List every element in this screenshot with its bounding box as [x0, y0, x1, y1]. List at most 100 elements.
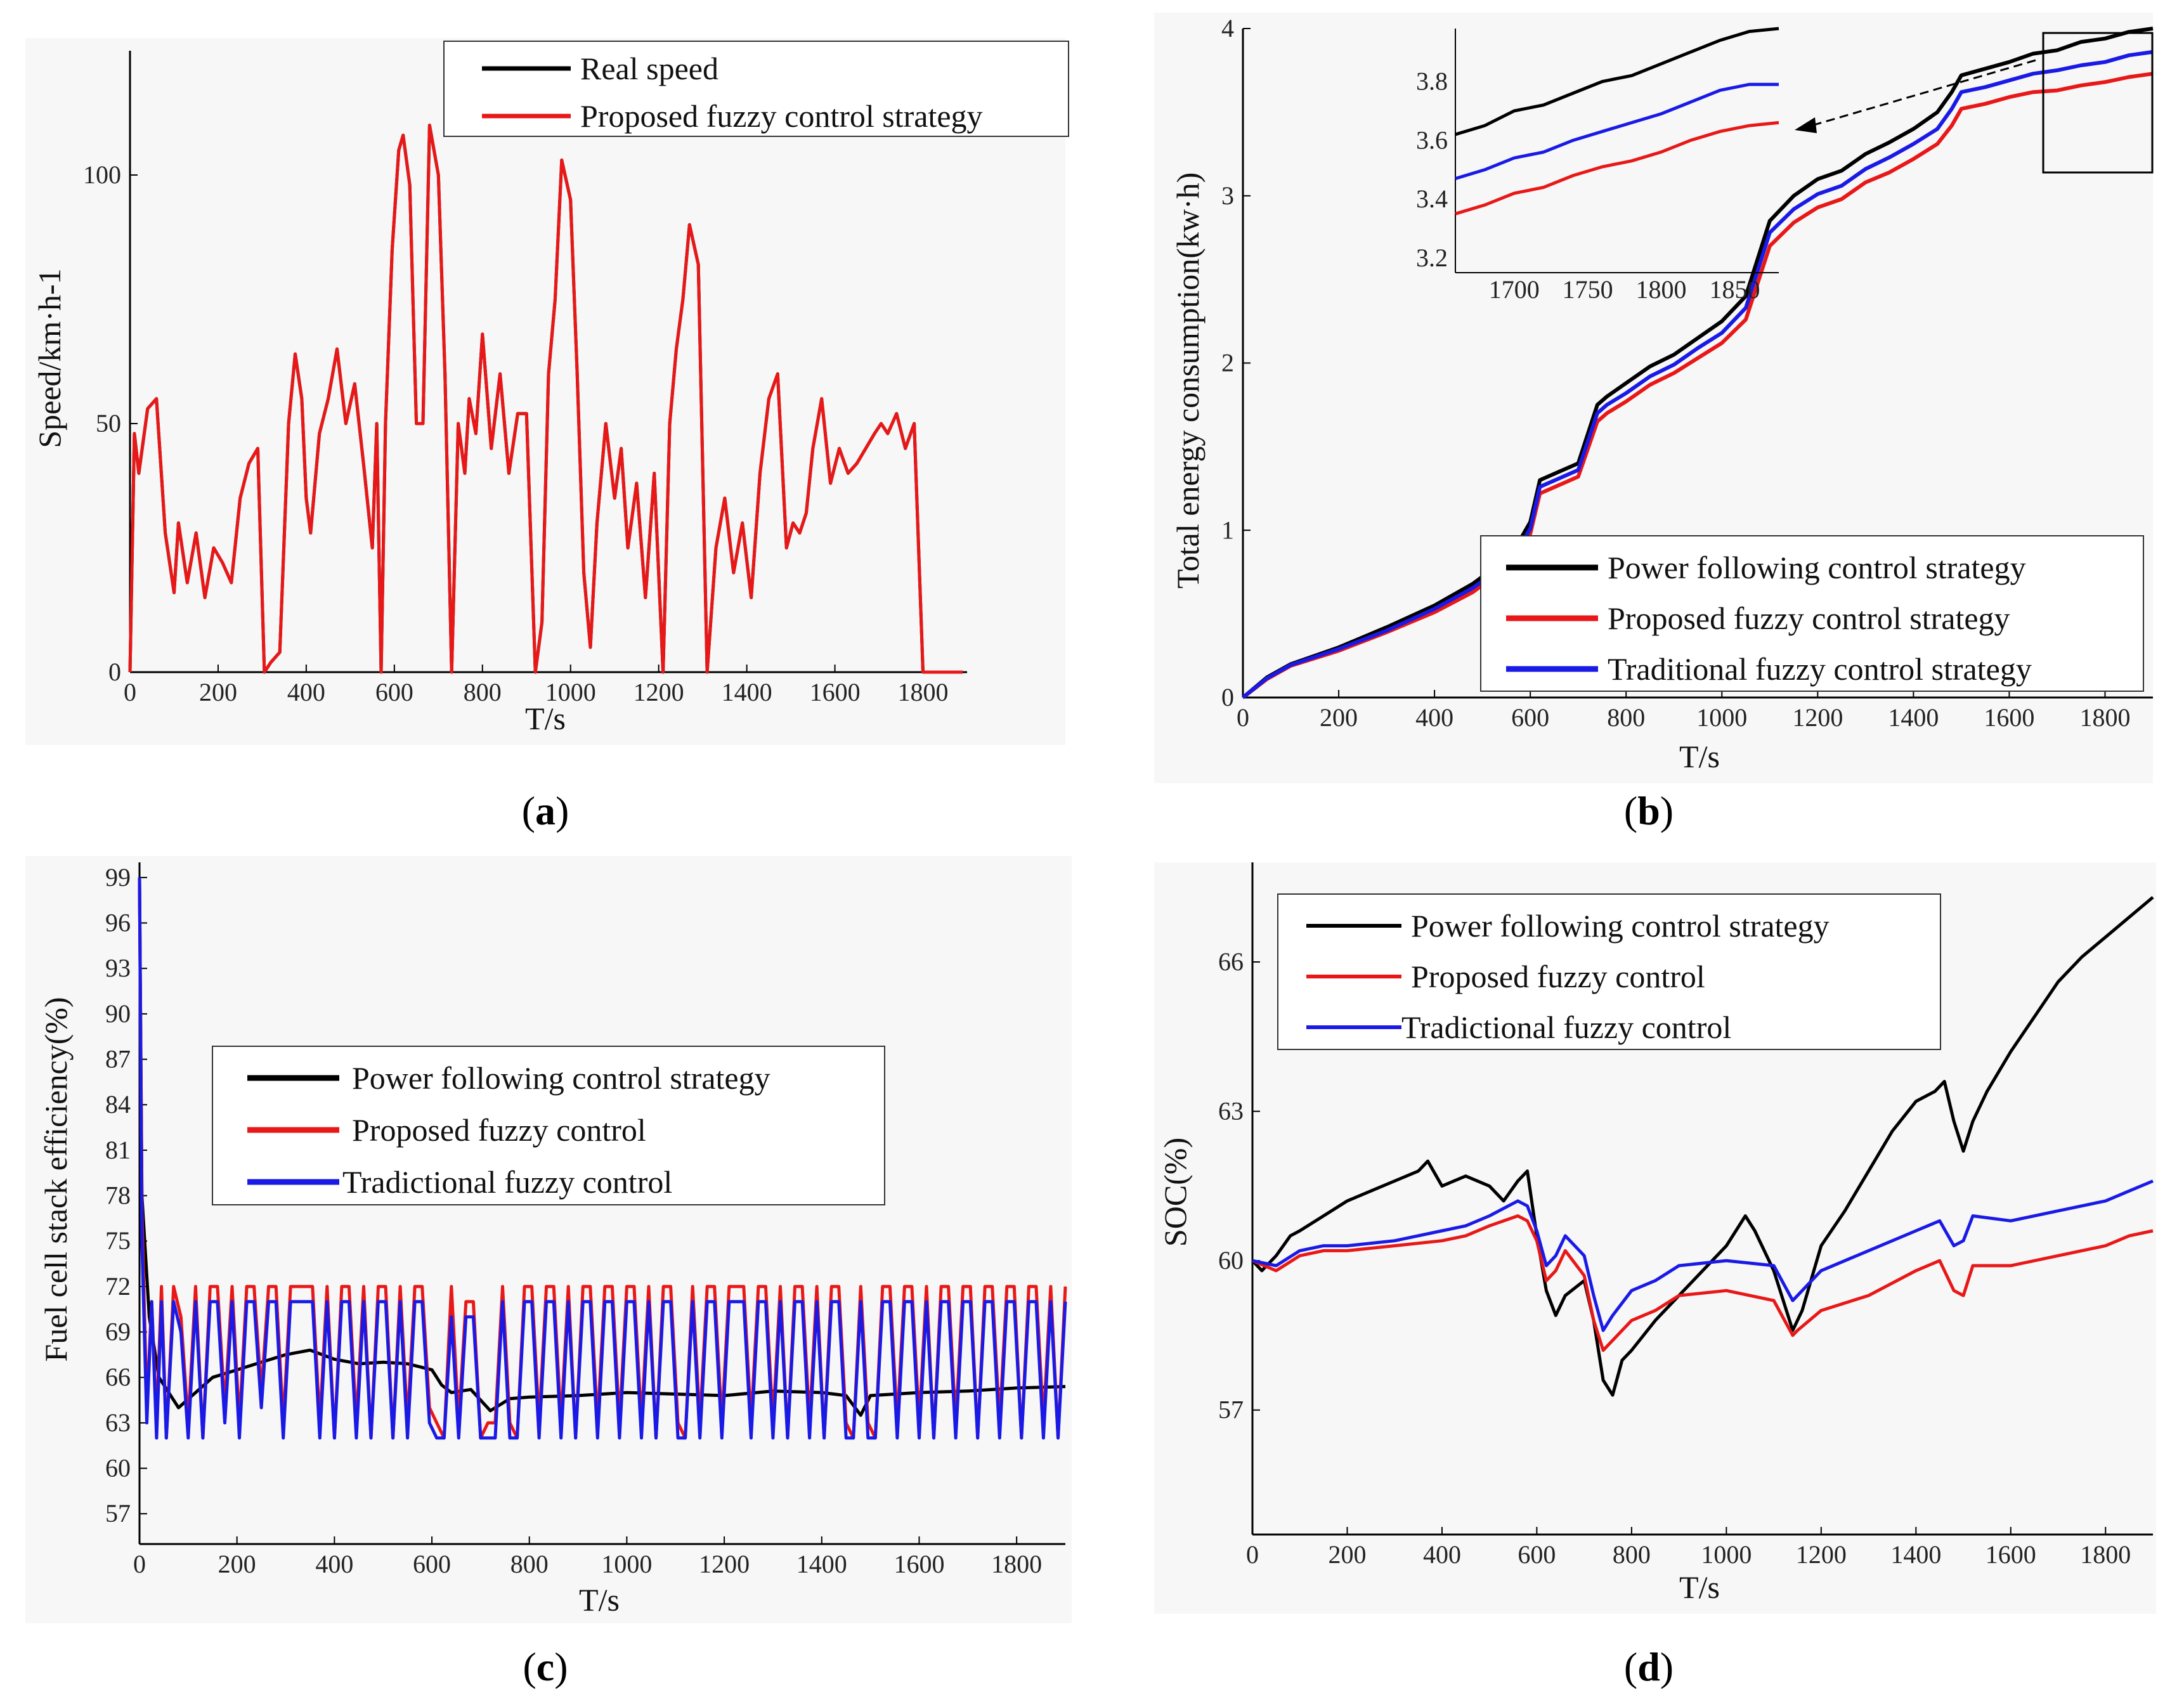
- x-tick-label: 1200: [699, 1550, 750, 1578]
- x-tick-label: 200: [218, 1550, 256, 1578]
- series-line-d-1: [1252, 1214, 2154, 1352]
- panel-d-caption: (d): [1624, 1644, 1674, 1689]
- panel-c-caption: (c): [523, 1644, 568, 1689]
- y-tick-label: 99: [105, 863, 131, 892]
- x-tick-label: 800: [1607, 703, 1645, 732]
- x-tick-label: 800: [510, 1550, 549, 1578]
- panel-d-legend: Power following control strategy Propose…: [1277, 893, 1941, 1050]
- inset-series-line-2: [1455, 82, 1779, 180]
- y-tick-label: 100: [83, 160, 121, 189]
- y-tick-label: 57: [1218, 1396, 1244, 1424]
- y-tick-label: 93: [105, 954, 131, 982]
- panel-b-caption-letter: b: [1637, 788, 1660, 833]
- inset-x-tick-label: 1800: [1636, 275, 1687, 304]
- panel-b-plot-area: [1242, 27, 2154, 699]
- panel-c-legend: Power following control strategy Propose…: [212, 1046, 885, 1205]
- x-tick-label: 600: [413, 1550, 451, 1578]
- series-line-a-1: [128, 124, 963, 674]
- panel-b-caption: (b): [1624, 788, 1674, 833]
- panel-a-legend-box: [443, 41, 1069, 137]
- panel-b-legend-label-power: Power following control strategy: [1608, 550, 2026, 585]
- panel-b-zoom-box: [2042, 32, 2154, 174]
- x-tick-label: 1000: [601, 1550, 652, 1578]
- panel-d-legend-label-traditional: Tradictional fuzzy control: [1401, 1009, 1731, 1045]
- y-tick-label: 78: [105, 1181, 131, 1210]
- inset-series-line-0: [1455, 27, 1779, 136]
- panel-a: Speed/km·h-1 T/s 0 200 400 600 800 1000 1200 14…: [25, 38, 1069, 833]
- x-tick-label: 1600: [810, 678, 861, 706]
- series-line-d-2: [1252, 1179, 2154, 1332]
- x-tick-label: 1000: [545, 678, 596, 706]
- panel-a-ylabel: Speed/km·h-1: [32, 268, 67, 448]
- panel-d-xticks: 0 200 400 600 800 1000 1200 1400 1600 1800: [1246, 1527, 2131, 1569]
- panel-c-background: [25, 856, 1072, 1623]
- inset-x-tick-label: 1850: [1709, 275, 1760, 304]
- panel-b-legend-box: [1480, 535, 2144, 692]
- y-tick-label: 81: [105, 1136, 131, 1164]
- y-tick-label: 63: [1218, 1097, 1244, 1126]
- y-tick-label: 66: [105, 1363, 131, 1391]
- y-tick-label: 75: [105, 1226, 131, 1255]
- panel-c-legend-label-power: Power following control strategy: [352, 1060, 770, 1096]
- x-tick-label: 0: [1237, 703, 1249, 732]
- x-tick-label: 1000: [1701, 1540, 1752, 1569]
- inset-x-tick-label: 1750: [1563, 275, 1613, 304]
- x-tick-label: 200: [1328, 1540, 1366, 1569]
- x-tick-label: 1200: [634, 678, 684, 706]
- inset-y-tick-label: 3.2: [1416, 243, 1448, 272]
- panel-b: Total energy consumption(kw·h) T/s 0 200 4…: [1154, 13, 2154, 833]
- x-tick-label: 1600: [894, 1550, 944, 1578]
- panel-d-yticks: 57 60 63 66: [1218, 947, 1260, 1424]
- y-tick-label: 72: [105, 1272, 131, 1301]
- x-tick-label: 1800: [898, 678, 949, 706]
- x-tick-label: 1400: [796, 1550, 847, 1578]
- panel-a-xticks: 0 200 400 600 800 1000 1200 1400 1600 1800: [124, 665, 949, 706]
- series-line-d-0: [1251, 896, 2154, 1397]
- x-tick-label: 200: [1320, 703, 1358, 732]
- inset-series-line-1: [1455, 120, 1779, 216]
- panel-d-plot-area: [1251, 862, 2154, 1536]
- x-tick-label: 1600: [1986, 1540, 2036, 1569]
- x-tick-label: 200: [199, 678, 237, 706]
- panel-a-legend-label-proposed: Proposed fuzzy control strategy: [580, 98, 983, 134]
- panel-d-caption-letter: d: [1637, 1644, 1660, 1689]
- x-tick-label: 1600: [1984, 703, 2034, 732]
- panel-c-legend-label-traditional: Tradictional fuzzy control: [342, 1164, 672, 1200]
- panel-b-legend: Power following control strategy Propose…: [1480, 535, 2144, 692]
- panel-c-ylabel: Fuel cell stack efficiency(%): [38, 997, 74, 1361]
- panel-b-inset: 1700 1750 1800 1850 3.2 3.4 3.6 3.8: [1416, 27, 1779, 304]
- panel-b-legend-label-traditional: Traditional fuzzy control strategy: [1608, 651, 2032, 687]
- x-tick-label: 400: [287, 678, 325, 706]
- x-tick-label: 1400: [1888, 703, 1939, 732]
- inset-y-tick-label: 3.8: [1416, 67, 1448, 95]
- y-tick-label: 0: [108, 658, 121, 686]
- panel-d-legend-box: [1277, 893, 1941, 1050]
- panel-c: Fuel cell stack efficiency(%) T/s 0 200 40…: [25, 856, 1072, 1689]
- y-tick-label: 60: [105, 1454, 131, 1483]
- x-tick-label: 1200: [1796, 1540, 1847, 1569]
- y-tick-label: 4: [1221, 14, 1234, 42]
- x-tick-label: 400: [315, 1550, 353, 1578]
- y-tick-label: 84: [105, 1090, 131, 1119]
- x-tick-label: 800: [1613, 1540, 1651, 1569]
- x-tick-label: 800: [464, 678, 502, 706]
- series-line-b-0: [1242, 27, 2154, 699]
- panel-a-yticks: 0 50 100: [83, 160, 138, 686]
- panel-c-legend-box: [212, 1046, 885, 1205]
- panel-c-plot-area: [138, 862, 1067, 1545]
- panel-d-legend-label-power: Power following control strategy: [1411, 908, 1830, 944]
- panel-a-plot-area: [128, 51, 967, 674]
- inset-y-tick-label: 3.4: [1416, 185, 1448, 213]
- panel-d: SOC(%) T/s 0 200 400 600 800 1000 1200 1400 1600…: [1154, 862, 2156, 1689]
- y-tick-label: 63: [105, 1408, 131, 1437]
- x-tick-label: 1400: [1890, 1540, 1941, 1569]
- y-tick-label: 3: [1221, 181, 1234, 210]
- panel-c-caption-letter: c: [536, 1644, 554, 1689]
- y-tick-label: 87: [105, 1045, 131, 1074]
- y-tick-label: 60: [1218, 1246, 1244, 1275]
- inset-x-tick-label: 1700: [1489, 275, 1540, 304]
- y-tick-label: 57: [105, 1499, 131, 1528]
- panel-d-ylabel: SOC(%): [1157, 1138, 1193, 1247]
- panel-d-legend-label-proposed: Proposed fuzzy control: [1411, 959, 1705, 994]
